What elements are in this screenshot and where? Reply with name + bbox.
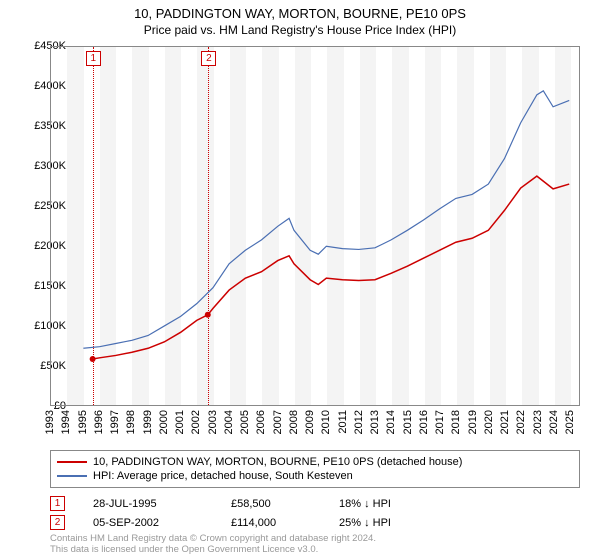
x-tick-label: 2002 — [190, 410, 202, 434]
event-row: 1 28-JUL-1995 £58,500 18% ↓ HPI — [50, 494, 580, 513]
legend-label: HPI: Average price, detached house, Sout… — [93, 470, 353, 482]
x-tick-label: 2008 — [288, 410, 300, 434]
event-price: £114,000 — [231, 517, 311, 529]
plot-area: 12 — [50, 46, 580, 406]
x-tick-label: 2018 — [450, 410, 462, 434]
x-tick-label: 2025 — [564, 410, 576, 434]
chart-title: 10, PADDINGTON WAY, MORTON, BOURNE, PE10… — [0, 0, 600, 21]
legend-label: 10, PADDINGTON WAY, MORTON, BOURNE, PE10… — [93, 456, 462, 468]
x-tick-label: 2024 — [548, 410, 560, 434]
event-delta: 18% ↓ HPI — [339, 498, 419, 510]
x-tick-label: 2023 — [532, 410, 544, 434]
x-tick-label: 2017 — [434, 410, 446, 434]
x-tick-label: 1994 — [60, 410, 72, 434]
footer-line: This data is licensed under the Open Gov… — [50, 544, 580, 555]
x-tick-label: 2014 — [385, 410, 397, 434]
x-tick-label: 2016 — [418, 410, 430, 434]
series-price-paid — [93, 176, 570, 359]
x-tick-label: 2000 — [158, 410, 170, 434]
events-table: 1 28-JUL-1995 £58,500 18% ↓ HPI 2 05-SEP… — [50, 494, 580, 532]
x-tick-label: 2004 — [223, 410, 235, 434]
event-chip: 2 — [201, 51, 216, 66]
x-tick-label: 2020 — [483, 410, 495, 434]
x-tick-label: 2005 — [239, 410, 251, 434]
legend-row: HPI: Average price, detached house, Sout… — [57, 469, 573, 483]
legend-row: 10, PADDINGTON WAY, MORTON, BOURNE, PE10… — [57, 455, 573, 469]
chart-container: 10, PADDINGTON WAY, MORTON, BOURNE, PE10… — [0, 0, 600, 560]
x-tick-label: 1999 — [142, 410, 154, 434]
x-tick-label: 2010 — [320, 410, 332, 434]
event-marker-icon: 1 — [50, 496, 65, 511]
x-tick-label: 2009 — [304, 410, 316, 434]
x-tick-label: 2019 — [467, 410, 479, 434]
x-tick-label: 2011 — [337, 410, 349, 434]
x-tick-label: 2012 — [353, 410, 365, 434]
x-tick-label: 2013 — [369, 410, 381, 434]
x-tick-label: 2003 — [207, 410, 219, 434]
x-tick-label: 2015 — [402, 410, 414, 434]
chart-subtitle: Price paid vs. HM Land Registry's House … — [0, 21, 600, 37]
footer-line: Contains HM Land Registry data © Crown c… — [50, 533, 580, 544]
x-tick-label: 1998 — [125, 410, 137, 434]
event-marker-icon: 2 — [50, 515, 65, 530]
event-delta: 25% ↓ HPI — [339, 517, 419, 529]
legend-swatch — [57, 461, 87, 463]
x-tick-label: 1997 — [109, 410, 121, 434]
x-tick-label: 1996 — [93, 410, 105, 434]
x-tick-label: 2001 — [174, 410, 186, 434]
event-date: 28-JUL-1995 — [93, 498, 203, 510]
x-tick-label: 2021 — [499, 410, 511, 434]
x-tick-label: 2006 — [255, 410, 267, 434]
x-tick-label: 1993 — [44, 410, 56, 434]
line-plot — [51, 47, 579, 406]
x-tick-label: 1995 — [77, 410, 89, 434]
event-row: 2 05-SEP-2002 £114,000 25% ↓ HPI — [50, 513, 580, 532]
event-price: £58,500 — [231, 498, 311, 510]
x-tick-label: 2022 — [515, 410, 527, 434]
x-tick-label: 2007 — [272, 410, 284, 434]
legend-swatch — [57, 475, 87, 477]
footer-attribution: Contains HM Land Registry data © Crown c… — [50, 533, 580, 556]
event-chip: 1 — [86, 51, 101, 66]
event-date: 05-SEP-2002 — [93, 517, 203, 529]
legend-box: 10, PADDINGTON WAY, MORTON, BOURNE, PE10… — [50, 450, 580, 488]
